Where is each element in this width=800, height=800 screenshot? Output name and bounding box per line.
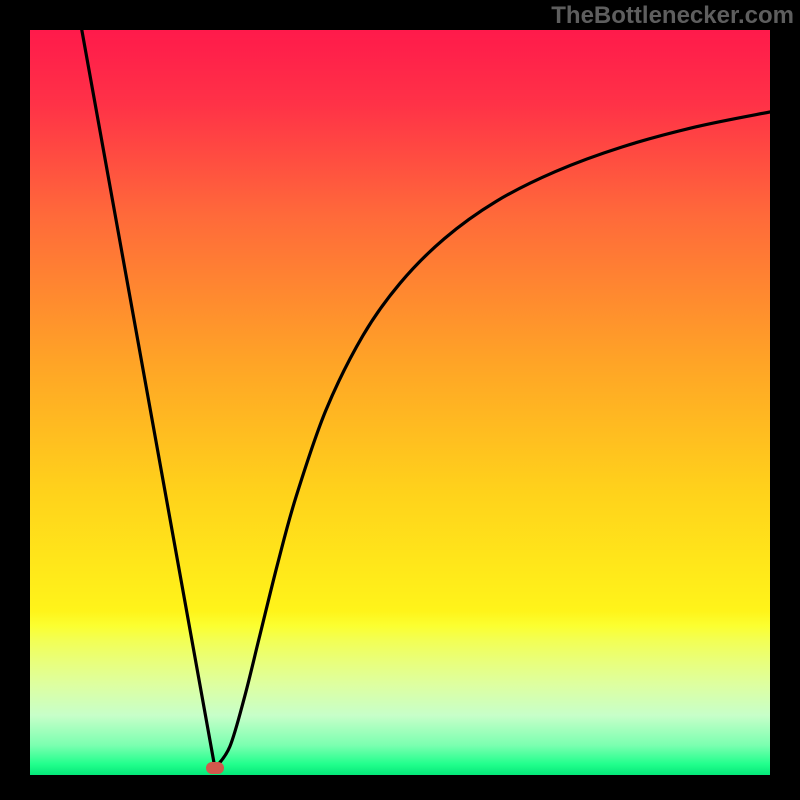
min-marker [206, 762, 224, 774]
chart-outer: TheBottlenecker.com [0, 0, 800, 800]
attribution-text: TheBottlenecker.com [551, 0, 800, 30]
bottleneck-curve [30, 30, 770, 775]
curve-path [82, 30, 770, 768]
plot-area [30, 30, 770, 775]
